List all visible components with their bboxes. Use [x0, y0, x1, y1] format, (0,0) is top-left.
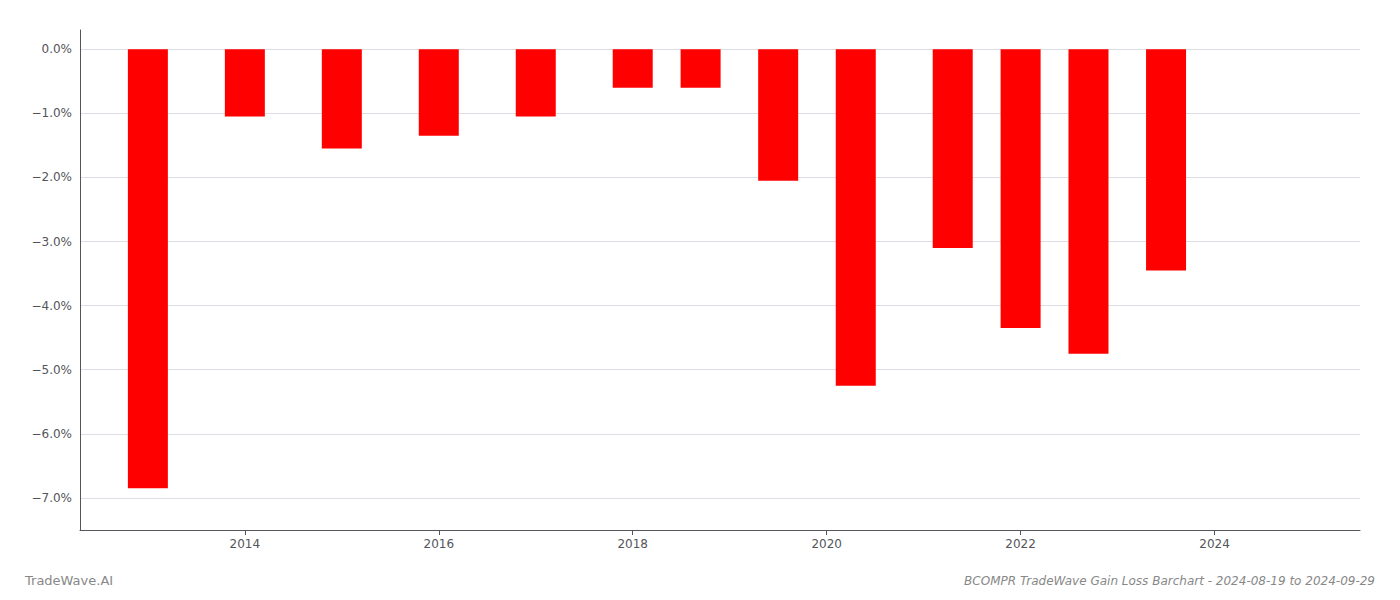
svg-text:−7.0%: −7.0%: [31, 491, 72, 505]
svg-text:0.0%: 0.0%: [42, 42, 73, 56]
svg-text:2020: 2020: [811, 537, 842, 551]
svg-text:2014: 2014: [230, 537, 261, 551]
svg-text:−4.0%: −4.0%: [31, 299, 72, 313]
svg-text:2018: 2018: [617, 537, 648, 551]
svg-text:−6.0%: −6.0%: [31, 427, 72, 441]
svg-text:−2.0%: −2.0%: [31, 170, 72, 184]
svg-text:−5.0%: −5.0%: [31, 363, 72, 377]
svg-text:BCOMPR TradeWave Gain Loss Bar: BCOMPR TradeWave Gain Loss Barchart - 20…: [964, 574, 1375, 588]
svg-text:−3.0%: −3.0%: [31, 235, 72, 249]
svg-text:−1.0%: −1.0%: [31, 106, 72, 120]
svg-text:2024: 2024: [1199, 537, 1230, 551]
svg-text:TradeWave.AI: TradeWave.AI: [24, 573, 113, 588]
svg-text:2022: 2022: [1005, 537, 1036, 551]
svg-text:2016: 2016: [424, 537, 455, 551]
